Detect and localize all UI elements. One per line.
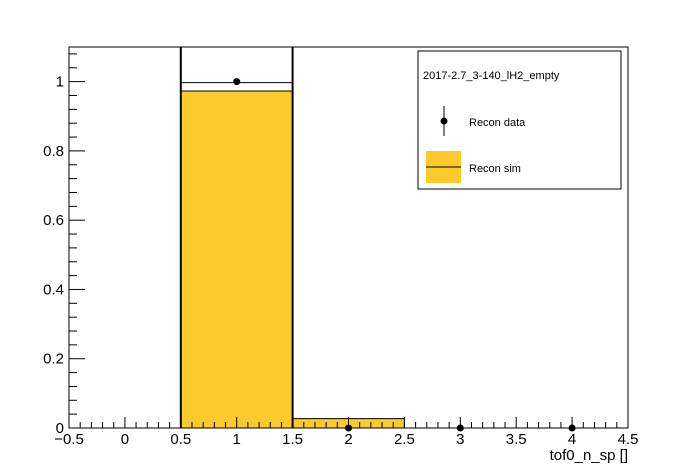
x-tick-label-10: 4.5 xyxy=(618,431,639,448)
legend: 2017-2.7_3-140_lH2_empty Recon data Reco… xyxy=(417,50,622,190)
x-axis-title: tof0_n_sp [] xyxy=(550,447,628,464)
x-tick-label-2: 0.5 xyxy=(170,431,191,448)
x-tick-label-5: 2 xyxy=(344,431,352,448)
x-tick-label-7: 3 xyxy=(456,431,464,448)
x-tick-label-4: 1.5 xyxy=(282,431,303,448)
legend-data-dot xyxy=(440,117,448,125)
x-tick-label-8: 3.5 xyxy=(506,431,527,448)
x-tick-label-3: 1 xyxy=(233,431,241,448)
y-tick-label-4: 0.8 xyxy=(43,143,64,160)
y-axis: 0 0.2 0.4 0.6 0.8 1 xyxy=(43,53,85,437)
x-tick-label-0: −0.5 xyxy=(54,431,84,448)
y-tick-label-1: 0.2 xyxy=(43,351,64,368)
histogram-bins xyxy=(180,90,405,428)
x-axis: −0.5 0 0.5 1 1.5 2 2.5 3 3.5 4 4.5 xyxy=(54,417,638,448)
data-point-0 xyxy=(233,78,241,86)
y-tick-label-2: 0.4 xyxy=(43,281,64,298)
y-tick-label-3: 0.6 xyxy=(43,212,64,229)
x-tick-label-9: 4 xyxy=(568,431,576,448)
y-tick-label-0: 0 xyxy=(56,420,64,437)
sim-bin-0 xyxy=(180,90,293,428)
legend-header: 2017-2.7_3-140_lH2_empty xyxy=(423,70,560,82)
legend-marker-sim xyxy=(426,151,461,183)
legend-marker-data xyxy=(440,106,448,136)
x-tick-label-1: 0 xyxy=(121,431,129,448)
legend-label-sim: Recon sim xyxy=(469,163,521,175)
x-tick-label-6: 2.5 xyxy=(394,431,415,448)
y-tick-label-5: 1 xyxy=(56,74,64,91)
legend-label-data: Recon data xyxy=(469,117,526,129)
